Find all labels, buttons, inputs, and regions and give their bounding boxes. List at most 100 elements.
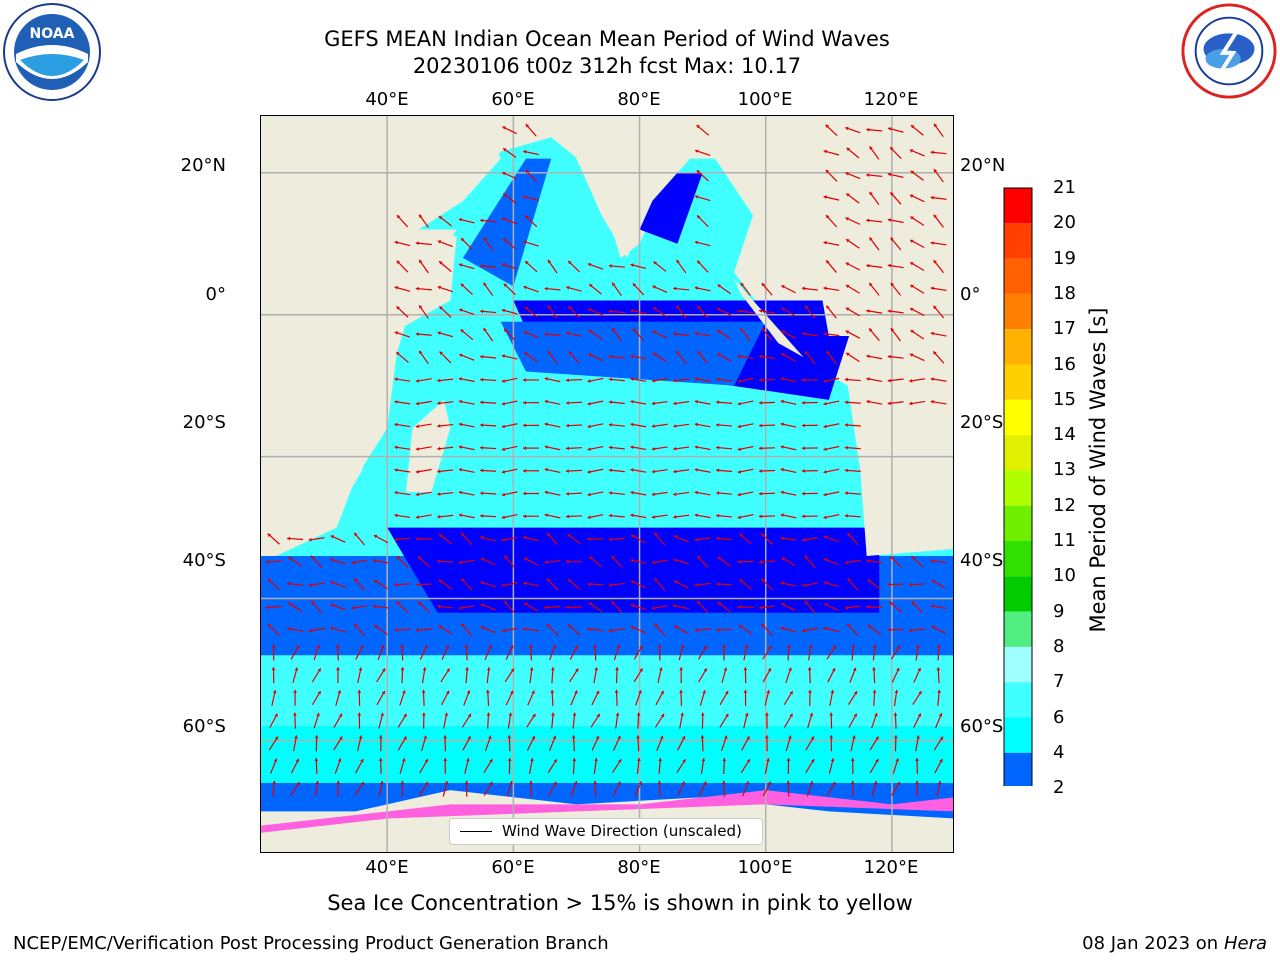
wave-arrow-head — [573, 781, 578, 785]
wave-arrow-head — [394, 468, 398, 472]
wave-arrow-head — [531, 690, 535, 695]
lon-label-bottom-60e: 60°E — [491, 857, 535, 878]
land-australia — [860, 407, 953, 556]
lon-label-bottom-80e: 80°E — [617, 857, 661, 878]
wave-arrow-head — [523, 378, 526, 382]
wave-arrow-head — [568, 624, 572, 628]
wave-arrow-head — [630, 490, 634, 495]
colorbar-tick-label: 9 — [1053, 600, 1065, 622]
wave-arrow-head — [758, 446, 763, 451]
wave-arrow-head — [501, 537, 505, 542]
wave-arrow-head — [587, 582, 591, 587]
wave-arrow-head — [437, 424, 441, 428]
wave-arrow-head — [717, 330, 721, 334]
wave-arrow-head — [415, 424, 420, 429]
wave-arrow-head — [936, 667, 941, 671]
wave-arrow-head — [501, 515, 506, 520]
wave-arrow-head — [461, 533, 465, 537]
wave-arrow-head — [930, 286, 934, 291]
wave-arrow-head — [461, 238, 465, 242]
wave-arrow-head — [593, 780, 598, 784]
wave-arrow-head — [374, 580, 378, 584]
wave-arrow-head — [467, 713, 471, 718]
wave-arrow-head — [804, 600, 809, 605]
colorbar-tick-label: 6 — [1053, 706, 1065, 728]
wave-arrow-head — [547, 533, 551, 537]
wave-arrow-head — [809, 781, 814, 785]
colorbar-segment — [1004, 223, 1032, 259]
wave-arrow-head — [809, 712, 814, 717]
wave-arrow-head — [567, 534, 572, 538]
wave-arrow-head — [673, 424, 677, 428]
wave-arrow-head — [918, 691, 922, 695]
wave-arrow-head — [930, 604, 934, 609]
wave-arrow-head — [335, 644, 340, 648]
wave-arrow-head — [638, 690, 642, 694]
wave-arrow-head — [608, 400, 613, 405]
wave-arrow-head — [467, 736, 471, 740]
colorbar-tick-label: 8 — [1053, 635, 1065, 657]
colorbar-tick-label: 15 — [1053, 388, 1076, 410]
wave-arrow-head — [465, 667, 469, 671]
wave-arrow-head — [807, 667, 812, 671]
wave-arrow-head — [823, 195, 827, 200]
wave-arrow-head — [504, 328, 508, 333]
wave-arrow-head — [594, 667, 599, 671]
wave-arrow-head — [780, 626, 785, 631]
wave-arrow-head — [636, 735, 640, 739]
wave-arrow-head — [930, 559, 934, 563]
wave-arrow-head — [568, 260, 572, 265]
wave-arrow-head — [308, 628, 312, 633]
map-legend: Wind Wave Direction (unscaled) — [449, 818, 763, 845]
wave-arrow-head — [823, 332, 827, 336]
wave-arrow-head — [267, 578, 272, 583]
wave-arrow-head — [651, 378, 656, 383]
wave-arrow-head — [501, 583, 505, 588]
wave-arrow-head — [808, 689, 812, 693]
wave-arrow-head — [852, 667, 857, 672]
wave-arrow-head — [523, 535, 527, 540]
wave-arrow-head — [394, 422, 398, 427]
wave-arrow-head — [758, 423, 763, 428]
wave-arrow-head — [910, 239, 914, 244]
wave-arrow-head — [759, 309, 763, 313]
map-area — [260, 115, 954, 853]
wave-arrow-head — [845, 284, 850, 289]
wave-arrow-head — [680, 712, 684, 716]
wave-arrow-head — [910, 307, 914, 312]
wave-arrow-head — [550, 689, 555, 693]
wave-arrow-head — [360, 781, 364, 786]
wave-arrow-head — [587, 627, 591, 632]
wave-arrow-head — [651, 606, 656, 610]
wave-arrow-head — [758, 469, 763, 473]
wave-arrow-head — [396, 352, 400, 356]
wave-arrow-head — [825, 169, 830, 174]
wave-arrow-head — [909, 194, 914, 198]
wave-arrow-head — [823, 626, 827, 631]
wave-arrow-head — [507, 758, 512, 762]
wave-arrow-head — [917, 667, 921, 672]
lon-label-bottom-100e: 100°E — [737, 857, 793, 878]
wave-arrow-head — [464, 644, 469, 648]
wave-arrow-head — [608, 628, 613, 633]
wave-arrow-head — [639, 645, 643, 650]
wave-arrow-head — [417, 556, 422, 560]
colorbar-segment — [1004, 611, 1032, 647]
wave-arrow-head — [523, 330, 528, 335]
wave-arrow-head — [890, 192, 894, 196]
wave-arrow-head — [823, 286, 827, 291]
wave-arrow-head — [503, 283, 508, 288]
wave-arrow-head — [930, 241, 934, 245]
wave-arrow-head — [501, 263, 506, 267]
wave-arrow-head — [608, 423, 613, 427]
wave-arrow-head — [697, 260, 701, 265]
wave-arrow-head — [930, 150, 934, 155]
lon-label-top-80e: 80°E — [617, 89, 661, 110]
wave-arrow-head — [909, 149, 914, 153]
wave-arrow-head — [402, 690, 406, 694]
wave-arrow-head — [717, 601, 722, 606]
wave-arrow-head — [673, 492, 677, 497]
noaa-logo: NOAA — [3, 3, 101, 101]
wave-arrow-head — [761, 623, 765, 628]
wave-arrow-head — [716, 445, 720, 450]
